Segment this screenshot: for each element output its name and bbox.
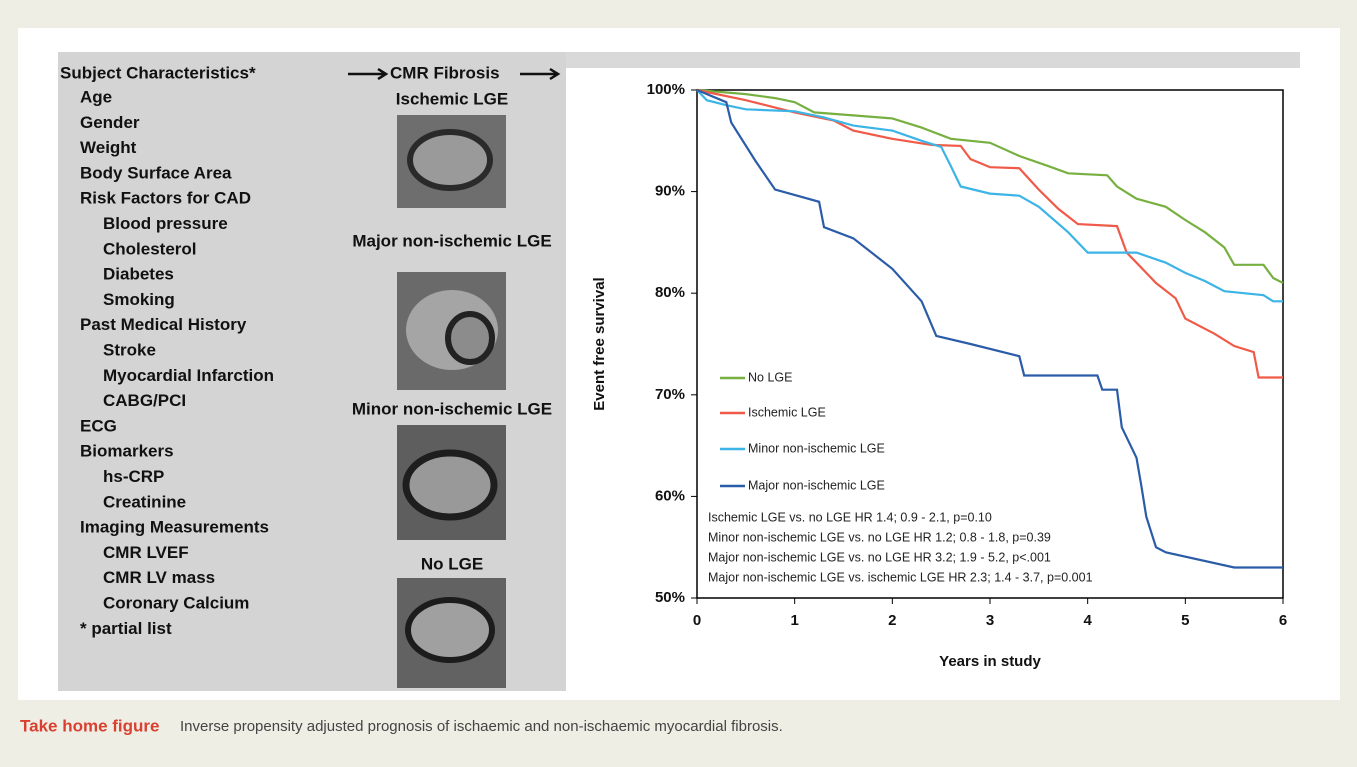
characteristic: Risk Factors for CAD xyxy=(80,189,251,208)
sub-characteristic: Blood pressure xyxy=(103,214,228,233)
caption-label: Take home figure xyxy=(20,716,160,735)
annotation: Ischemic LGE vs. no LGE HR 1.4; 0.9 - 2.… xyxy=(708,510,992,524)
caption-text: Inverse propensity adjusted prognosis of… xyxy=(180,718,783,735)
characteristic: Biomarkers xyxy=(80,442,174,461)
x-tick-label: 1 xyxy=(790,612,798,629)
x-tick-label: 0 xyxy=(693,612,701,629)
annotation: Major non-ischemic LGE vs. no LGE HR 3.2… xyxy=(708,550,1051,564)
characteristic: Body Surface Area xyxy=(80,163,232,182)
figure: Subject Characteristics* CMR Fibrosis Ev… xyxy=(0,0,1357,767)
y-tick-label: 70% xyxy=(655,386,685,403)
sub-characteristic: Cholesterol xyxy=(103,239,197,258)
x-tick-label: 3 xyxy=(986,612,994,629)
legend-label: Ischemic LGE xyxy=(748,405,826,419)
characteristic: Past Medical History xyxy=(80,315,247,334)
sub-characteristic: Myocardial Infarction xyxy=(103,366,274,385)
page: {"left_panel": {"heading": "Subject Char… xyxy=(0,0,1357,767)
mri-shape xyxy=(408,600,492,660)
characteristic: Age xyxy=(80,87,112,106)
x-tick-label: 2 xyxy=(888,612,896,629)
annotation: Minor non-ischemic LGE vs. no LGE HR 1.2… xyxy=(708,530,1051,544)
sub-characteristic: Stroke xyxy=(103,340,156,359)
subheading: CMR Fibrosis xyxy=(390,63,500,82)
y-tick-label: 100% xyxy=(647,81,685,98)
image-label: Major non-ischemic LGE xyxy=(352,231,551,250)
image-label: Minor non-ischemic LGE xyxy=(352,399,552,418)
mri-shape xyxy=(406,453,494,517)
sub-characteristic: CMR LV mass xyxy=(103,568,215,587)
characteristic: ECG xyxy=(80,416,117,435)
y-tick-label: 80% xyxy=(655,284,685,301)
sub-characteristic: CMR LVEF xyxy=(103,543,189,562)
sub-characteristic: Diabetes xyxy=(103,265,174,284)
y-tick-label: 60% xyxy=(655,487,685,504)
legend-label: Minor non-ischemic LGE xyxy=(748,441,885,455)
y-tick-label: 90% xyxy=(655,183,685,200)
characteristic: Weight xyxy=(80,138,137,157)
heading: Subject Characteristics* xyxy=(60,63,256,82)
image-label: Ischemic LGE xyxy=(396,89,508,108)
y-axis-title: Event free survival xyxy=(591,277,608,410)
sub-characteristic: Smoking xyxy=(103,290,175,309)
sub-characteristic: Creatinine xyxy=(103,492,186,511)
x-tick-label: 6 xyxy=(1279,612,1287,629)
x-tick-label: 4 xyxy=(1083,612,1092,629)
x-axis-title: Years in study xyxy=(939,653,1041,670)
mri-shape xyxy=(448,314,492,362)
sub-characteristic: Coronary Calcium xyxy=(103,593,249,612)
annotation: Major non-ischemic LGE vs. ischemic LGE … xyxy=(708,570,1093,584)
characteristic: * partial list xyxy=(80,619,172,638)
y-tick-label: 50% xyxy=(655,589,685,606)
legend-label: No LGE xyxy=(748,370,792,384)
x-tick-label: 5 xyxy=(1181,612,1189,629)
characteristic: Imaging Measurements xyxy=(80,518,269,537)
sub-characteristic: CABG/PCI xyxy=(103,391,186,410)
legend-label: Major non-ischemic LGE xyxy=(748,478,885,492)
sub-characteristic: hs-CRP xyxy=(103,467,164,486)
characteristic: Gender xyxy=(80,113,140,132)
mri-shape xyxy=(410,132,490,188)
image-label: No LGE xyxy=(421,554,483,573)
